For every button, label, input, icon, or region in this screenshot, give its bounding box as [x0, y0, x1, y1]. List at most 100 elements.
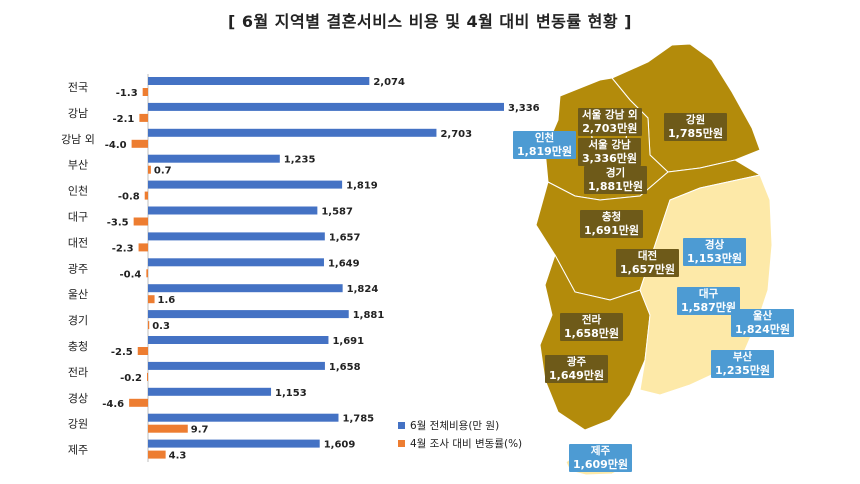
category-label: 인천 [68, 184, 88, 198]
change-bar [133, 217, 148, 226]
cost-value-label: 1,881 [353, 310, 385, 321]
legend-item-cost: 6월 전체비용(만 원) [398, 416, 522, 434]
cost-value-label: 1,658 [329, 362, 361, 373]
map-label-gyeongsang: 경상 1,153만원 [683, 238, 747, 266]
map-label-chungcheong: 충청 1,691만원 [580, 210, 644, 238]
map-label-seoul-outer-name: 서울 강남 외 [582, 109, 638, 121]
map-label-gyeonggi-value: 1,881만원 [588, 180, 644, 193]
map-label-gangwon: 강원 1,785만원 [664, 113, 728, 141]
map-label-jeolla: 전라 1,658만원 [560, 313, 624, 341]
map-label-jeju: 제주 1,609만원 [569, 444, 633, 472]
map-label-gangwon-name: 강원 [685, 114, 706, 126]
cost-bar [148, 102, 504, 111]
map-label-jeolla-name: 전라 [581, 314, 602, 326]
category-label: 전국 [68, 81, 88, 94]
map-label-gwangju-name: 광주 [566, 356, 587, 368]
change-bar [148, 450, 166, 459]
change-value-label: 1.6 [158, 295, 176, 306]
change-value-label: 0.7 [154, 166, 172, 177]
change-value-label: 0.3 [152, 321, 170, 332]
chart-legend: 6월 전체비용(만 원) 4월 조사 대비 변동률(%) [398, 416, 522, 452]
category-label: 광주 [68, 262, 88, 275]
cost-value-label: 2,074 [373, 77, 405, 88]
cost-bar [148, 310, 349, 319]
change-value-label: -3.5 [107, 218, 129, 229]
cost-bar [148, 336, 329, 344]
map-label-chungcheong-value: 1,691만원 [584, 224, 640, 237]
cost-bar [148, 128, 437, 137]
change-bar [138, 243, 148, 252]
category-label: 전라 [68, 366, 88, 379]
change-bar [142, 88, 148, 96]
map-label-seoul-gangnam: 서울 강남 3,336만원 [578, 138, 642, 166]
cost-value-label: 1,609 [324, 440, 356, 451]
map-label-busan-name: 부산 [732, 351, 753, 363]
category-label: 대전 [68, 236, 88, 249]
map-label-gyeonggi-name: 경기 [605, 167, 626, 179]
cost-value-label: 1,691 [332, 336, 364, 347]
map-label-ulsan-value: 1,824만원 [735, 323, 791, 336]
change-bar [146, 269, 148, 278]
legend-swatch-change [398, 439, 405, 447]
cost-bar [148, 439, 320, 448]
cost-bar [148, 232, 325, 241]
category-label: 경기 [68, 314, 88, 327]
map-label-jeolla-value: 1,658만원 [564, 327, 620, 340]
change-bar [137, 347, 148, 355]
map-label-gangwon-value: 1,785만원 [668, 127, 724, 140]
map-label-daegu: 대구 1,587만원 [677, 287, 741, 315]
cost-bar [148, 154, 280, 163]
category-label: 경상 [68, 392, 88, 405]
change-bar [147, 372, 148, 381]
cost-bar [148, 361, 325, 370]
category-label: 강남 외 [61, 133, 95, 146]
change-value-label: -0.8 [118, 192, 140, 203]
category-label: 충청 [68, 340, 88, 353]
change-value-label: -0.2 [120, 373, 142, 384]
change-value-label: 4.3 [169, 451, 187, 462]
map-label-gwangju-value: 1,649만원 [549, 369, 605, 382]
cost-value-label: 1,824 [347, 284, 379, 295]
map-label-seoul-outer: 서울 강남 외 2,703만원 [578, 108, 642, 136]
category-label: 울산 [68, 288, 88, 301]
map-label-busan: 부산 1,235만원 [711, 350, 775, 378]
map-label-seoul-outer-value: 2,703만원 [582, 122, 638, 135]
cost-value-label: 3,336 [508, 103, 540, 114]
change-value-label: -0.4 [119, 269, 141, 280]
cost-value-label: 1,153 [275, 388, 307, 399]
map-label-jeju-value: 1,609만원 [573, 458, 629, 471]
map-label-gyeongsang-name: 경상 [704, 239, 725, 251]
map-label-jeju-name: 제주 [590, 445, 611, 457]
category-label: 강원 [68, 418, 88, 431]
change-value-label: 9.7 [191, 425, 209, 436]
cost-value-label: 1,235 [284, 155, 316, 166]
map-label-seoul-gangnam-name: 서울 강남 [588, 139, 631, 151]
legend-label-change: 4월 조사 대비 변동률(%) [410, 437, 523, 450]
change-bar [139, 113, 148, 122]
legend-item-change: 4월 조사 대비 변동률(%) [398, 434, 522, 452]
category-label: 대구 [68, 211, 88, 224]
change-bar [148, 165, 151, 174]
change-bar [144, 191, 148, 200]
chart-title: [ 6월 지역별 결혼서비스 비용 및 4월 대비 변동률 현황 ] [228, 12, 632, 31]
map-label-daejeon-value: 1,657만원 [620, 263, 676, 276]
map-label-ulsan: 울산 1,824만원 [731, 309, 795, 337]
cost-bar [148, 258, 324, 267]
cost-value-label: 1,587 [321, 207, 353, 218]
category-label: 부산 [68, 159, 88, 172]
map-label-daegu-name: 대구 [698, 288, 719, 300]
map-label-gyeonggi: 경기 1,881만원 [584, 166, 648, 194]
change-value-label: -4.0 [105, 140, 127, 151]
map-label-daegu-value: 1,587만원 [681, 301, 737, 314]
change-bar [129, 398, 148, 407]
cost-value-label: 1,819 [346, 181, 378, 192]
map-label-seoul-gangnam-value: 3,336만원 [582, 152, 638, 165]
cost-value-label: 1,657 [329, 232, 361, 243]
map-label-ulsan-name: 울산 [752, 310, 773, 322]
change-value-label: -4.6 [102, 399, 124, 410]
cost-bar [148, 387, 272, 396]
change-value-label: -2.5 [111, 347, 133, 358]
legend-swatch-cost [398, 421, 405, 429]
map-label-daejeon: 대전 1,657만원 [616, 249, 680, 277]
